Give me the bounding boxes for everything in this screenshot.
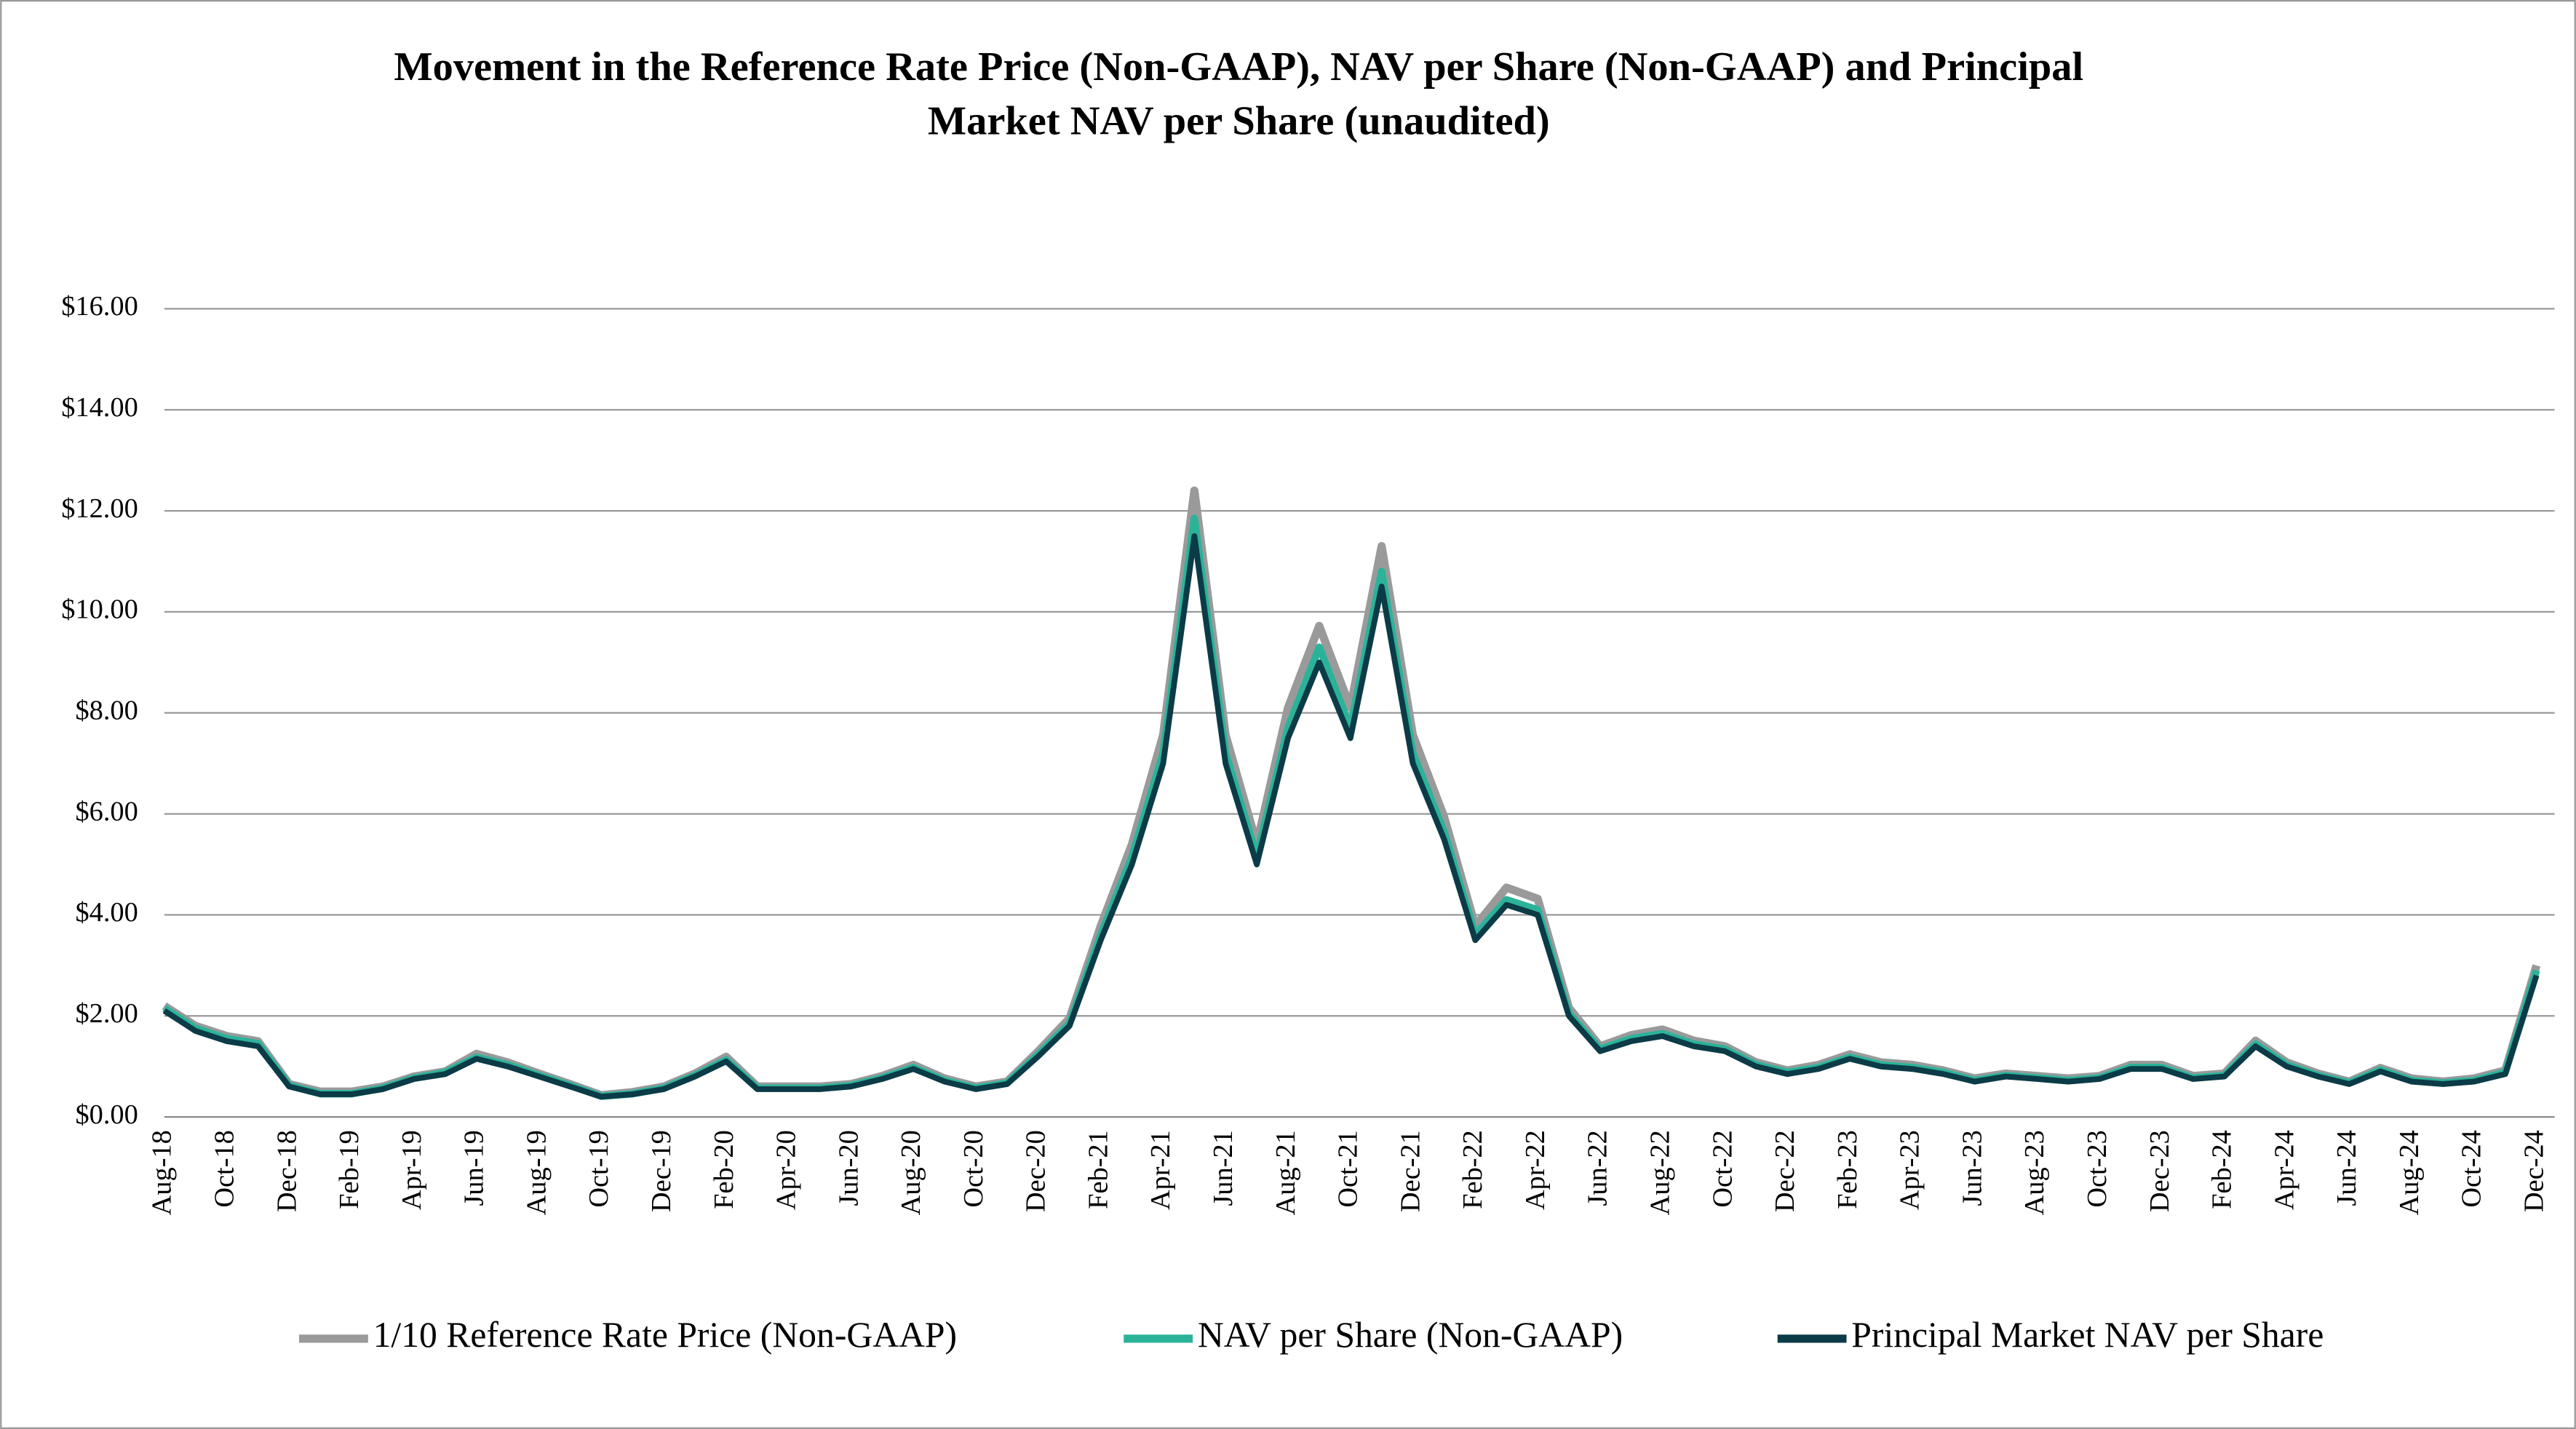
x-tick-label: Apr-23	[1895, 1130, 1925, 1210]
x-tick-label: Aug-19	[521, 1130, 552, 1215]
x-tick-label: Apr-22	[1520, 1130, 1551, 1210]
x-tick-label: Apr-20	[771, 1130, 802, 1210]
y-tick-label: $12.00	[61, 493, 138, 524]
y-tick-label: $10.00	[61, 594, 138, 625]
y-tick-label: $4.00	[75, 897, 138, 928]
x-tick-label: Dec-21	[1395, 1130, 1426, 1212]
y-tick-label: $14.00	[61, 392, 138, 423]
x-tick-label: Feb-24	[2207, 1130, 2238, 1209]
x-tick-label: Feb-20	[709, 1130, 739, 1209]
x-tick-label: Oct-22	[1707, 1130, 1738, 1208]
x-tick-label: Jun-19	[459, 1130, 490, 1206]
chart-title: Movement in the Reference Rate Price (No…	[394, 44, 2083, 89]
legend-label: Principal Market NAV per Share	[1851, 1315, 2323, 1355]
x-tick-label: Dec-23	[2144, 1130, 2175, 1212]
x-tick-label: Apr-19	[397, 1130, 427, 1210]
x-tick-label: Jun-20	[833, 1130, 864, 1206]
x-tick-label: Feb-22	[1458, 1130, 1488, 1209]
x-tick-label: Dec-22	[1770, 1130, 1800, 1212]
x-tick-label: Aug-23	[2019, 1130, 2050, 1215]
x-tick-label: Dec-18	[271, 1130, 302, 1212]
x-tick-label: Feb-19	[334, 1130, 365, 1209]
x-tick-label: Oct-21	[1333, 1130, 1364, 1208]
x-tick-label: Jun-22	[1583, 1130, 1613, 1206]
x-tick-label: Aug-21	[1271, 1130, 1301, 1215]
legend-label: 1/10 Reference Rate Price (Non-GAAP)	[373, 1315, 958, 1355]
x-tick-label: Oct-19	[584, 1130, 614, 1208]
y-tick-label: $0.00	[75, 1099, 138, 1130]
x-tick-label: Aug-22	[1645, 1130, 1676, 1215]
x-tick-label: Aug-18	[147, 1130, 178, 1215]
chart-subtitle: Market NAV per Share (unaudited)	[928, 99, 1550, 144]
x-tick-label: Aug-24	[2394, 1130, 2425, 1215]
x-tick-label: Jun-23	[1957, 1130, 1987, 1206]
y-tick-label: $8.00	[75, 696, 138, 726]
x-tick-label: Feb-23	[1832, 1130, 1863, 1209]
series-line	[162, 533, 2540, 1100]
x-tick-label: Dec-24	[2519, 1130, 2549, 1212]
y-tick-label: $2.00	[75, 998, 138, 1029]
x-tick-label: Feb-21	[1083, 1130, 1113, 1209]
legend-label: NAV per Share (Non-GAAP)	[1198, 1315, 1623, 1355]
x-tick-label: Dec-19	[646, 1130, 677, 1212]
x-tick-label: Dec-20	[1021, 1130, 1052, 1212]
x-tick-label: Oct-18	[209, 1130, 239, 1208]
x-tick-label: Apr-24	[2269, 1130, 2299, 1210]
x-tick-label: Oct-23	[2082, 1130, 2112, 1208]
x-tick-label: Aug-20	[896, 1130, 926, 1215]
x-tick-label: Oct-20	[958, 1130, 989, 1208]
x-tick-label: Oct-24	[2457, 1130, 2487, 1208]
x-tick-label: Apr-21	[1145, 1130, 1176, 1210]
y-tick-label: $6.00	[75, 796, 138, 827]
x-tick-label: Jun-21	[1208, 1130, 1239, 1206]
x-tick-label: Jun-24	[2331, 1130, 2362, 1206]
y-tick-label: $16.00	[61, 291, 138, 322]
